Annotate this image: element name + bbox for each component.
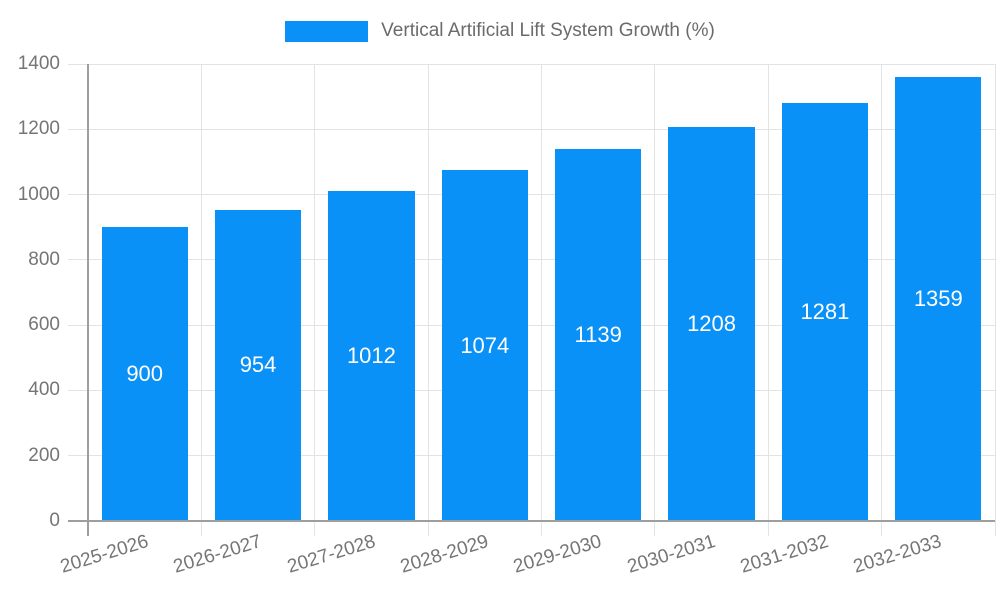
v-gridline xyxy=(200,64,202,536)
bar[interactable]: 1359 xyxy=(895,77,982,521)
v-gridline xyxy=(881,64,883,536)
y-tick-label: 600 xyxy=(28,314,60,336)
h-gridline xyxy=(68,324,995,326)
v-gridline xyxy=(654,64,656,536)
v-gridline xyxy=(427,64,429,536)
h-gridline xyxy=(68,455,995,457)
v-gridline xyxy=(767,64,769,536)
y-tick-label: 200 xyxy=(28,444,60,466)
v-gridline xyxy=(994,64,996,536)
y-tick-label: 0 xyxy=(49,510,60,531)
x-tick-label: 2027-2028 xyxy=(284,531,378,578)
legend-label: Vertical Artificial Lift System Growth (… xyxy=(381,20,715,41)
plot-area: 0 200 400 600 800 1000 1200 1400 900 954 1012 1074 1… xyxy=(18,53,996,578)
bar[interactable]: 900 xyxy=(101,227,188,521)
bar-value-label: 1281 xyxy=(800,298,850,324)
x-axis-line xyxy=(68,520,995,522)
bar-value-label: 900 xyxy=(126,361,164,387)
y-tick-label: 1200 xyxy=(17,118,60,140)
y-tick-label: 800 xyxy=(28,248,60,270)
h-gridline xyxy=(68,128,995,130)
x-tick-label: 2030-2031 xyxy=(624,531,718,578)
legend-swatch-icon[interactable] xyxy=(285,20,369,42)
h-gridline xyxy=(68,63,995,65)
bar-value-label: 1012 xyxy=(346,342,396,368)
bar-value-label: 1074 xyxy=(460,332,510,358)
bar[interactable]: 1074 xyxy=(441,170,528,521)
y-tick-label: 1400 xyxy=(17,53,60,74)
bar[interactable]: 1208 xyxy=(668,126,755,521)
x-tick-label: 2029-2030 xyxy=(511,531,605,578)
v-gridline xyxy=(314,64,316,536)
h-gridline xyxy=(68,259,995,261)
bar-value-label: 1359 xyxy=(913,286,963,312)
v-gridline xyxy=(541,64,542,536)
legend[interactable]: Vertical Artificial Lift System Growth (… xyxy=(0,20,1000,42)
h-gridline xyxy=(68,194,995,196)
bar[interactable]: 954 xyxy=(214,209,302,521)
bar-value-label: 1208 xyxy=(687,310,737,336)
bar-value-label: 1139 xyxy=(574,322,622,348)
bar[interactable]: 1281 xyxy=(781,102,868,521)
y-axis-line xyxy=(87,64,89,536)
y-tick-label: 400 xyxy=(28,379,60,401)
x-tick-label: 2032-2033 xyxy=(851,531,945,578)
x-tick-label: 2028-2029 xyxy=(397,531,491,578)
x-tick-label: 2026-2027 xyxy=(171,531,265,578)
x-tick-label: 2031-2032 xyxy=(738,531,832,578)
y-tick-label: 1000 xyxy=(17,183,60,205)
bar[interactable]: 1012 xyxy=(328,190,415,521)
bar-value-label: 954 xyxy=(239,352,277,378)
x-tick-label: 2025-2026 xyxy=(57,531,151,578)
h-gridline xyxy=(68,389,995,391)
bar[interactable]: 1139 xyxy=(555,149,642,521)
